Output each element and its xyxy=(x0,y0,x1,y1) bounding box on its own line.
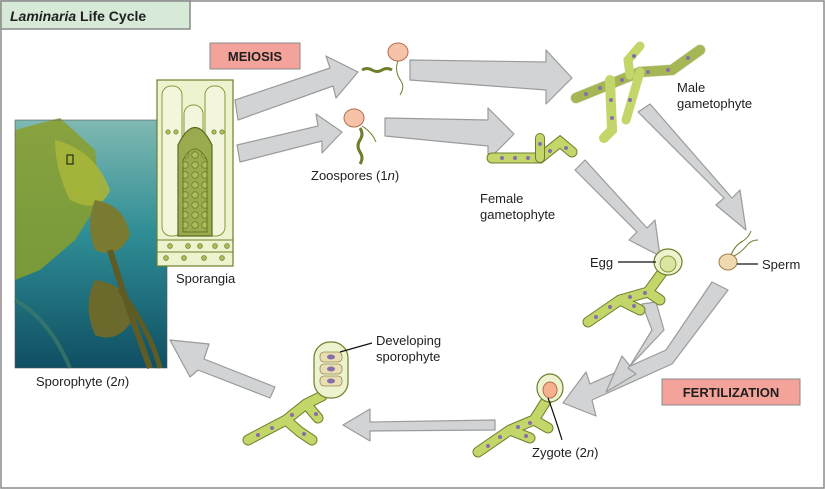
zoospore-bottom-head xyxy=(343,108,365,128)
developing-sporophyte-illustration xyxy=(242,341,373,446)
zoospore-top-head xyxy=(387,42,409,62)
sporangia-illustration xyxy=(156,79,234,267)
egg-label: Egg xyxy=(590,255,613,270)
arrow-zoospore-to-male xyxy=(409,49,573,105)
zoospore-bottom-flagellum xyxy=(361,125,377,143)
developing-label-line-1: Developing xyxy=(376,333,441,348)
male-gametophyte-label: Male gametophyte xyxy=(677,80,752,111)
male-branch-up xyxy=(623,41,645,80)
title-rest: Life Cycle xyxy=(76,8,146,24)
arrow-female-to-egg xyxy=(574,159,661,257)
developing-stalk xyxy=(243,391,327,445)
zoospores-label: Zoospores (1n) xyxy=(311,168,399,183)
male-label-line-1: Male xyxy=(677,80,705,95)
zygote-cell xyxy=(542,381,558,399)
sporangium-spores xyxy=(182,148,208,233)
zoospore-top-flagellum xyxy=(396,60,404,96)
meiosis-label-text: MEIOSIS xyxy=(228,49,283,64)
sperm-head xyxy=(718,253,738,271)
fertilization-label-box xyxy=(661,378,801,406)
kelp-blade-center xyxy=(55,140,110,206)
female-gametophyte-label: Female gametophyte xyxy=(480,191,555,222)
title-text: Laminaria Life Cycle xyxy=(10,8,146,24)
female-gametophyte xyxy=(486,133,578,164)
developing-sporophyte-label: Developing sporophyte xyxy=(376,333,445,364)
sperm-flagellum-2 xyxy=(733,239,759,257)
sporophyte-label: Sporophyte (2n) xyxy=(36,374,129,389)
fertilization-label: FERTILIZATION xyxy=(661,378,801,406)
fertilization-label-text: FERTILIZATION xyxy=(683,385,780,400)
zoospore-bottom-body xyxy=(356,127,364,165)
male-branch-down xyxy=(599,75,618,143)
sperm-illustration xyxy=(718,230,759,271)
egg-stalk-nuclei xyxy=(594,291,647,319)
arrow-sporangia-to-zoospore-top xyxy=(234,55,359,121)
arrow-zoospore-to-female xyxy=(384,107,515,161)
arrow-male-to-sperm xyxy=(637,103,747,231)
kelp-frond-bottom xyxy=(14,298,72,369)
kelp-stipe-2 xyxy=(117,288,163,369)
egg-cell xyxy=(659,255,677,273)
title-box: Laminaria Life Cycle xyxy=(0,0,191,30)
sperm-label: Sperm xyxy=(762,257,800,272)
photo-highlight-box xyxy=(66,154,74,165)
meiosis-label-box xyxy=(209,42,301,70)
female-label-line-1: Female xyxy=(480,191,523,206)
sporangia-base-cells xyxy=(163,129,230,261)
zoospore-top xyxy=(361,42,409,96)
kelp-bulb-upper xyxy=(90,200,130,253)
title-italic: Laminaria xyxy=(10,8,76,24)
female-label-line-2: gametophyte xyxy=(480,207,555,222)
zygote-illustration xyxy=(472,373,564,458)
sporangia-label: Sporangia xyxy=(176,271,236,286)
developing-leader-line xyxy=(339,342,373,353)
developing-label-line-2: sporophyte xyxy=(376,349,440,364)
zoospore-bottom xyxy=(343,108,377,165)
developing-stalk-nuclei xyxy=(256,412,318,437)
zygote-stalk-nuclei xyxy=(486,421,532,448)
male-gametophyte xyxy=(570,41,706,143)
male-label-line-2: gametophyte xyxy=(677,96,752,111)
sperm-flagellum-1 xyxy=(730,230,752,256)
developing-cell-nuclei xyxy=(327,354,335,384)
egg-stalk xyxy=(583,265,669,327)
arrow-developing-to-sporophyte xyxy=(169,339,276,399)
meiosis-label: MEIOSIS xyxy=(209,42,301,70)
arrow-zygote-to-developing xyxy=(342,408,496,442)
title-box-background xyxy=(0,0,191,30)
female-nuclei xyxy=(500,142,568,160)
sporophyte-photo xyxy=(14,118,168,370)
arrow-egg-to-zygote xyxy=(605,301,665,393)
egg-illustration xyxy=(582,248,683,328)
zygote-leader-line xyxy=(547,397,563,441)
zygote-label: Zygote (2n) xyxy=(532,445,599,460)
male-branch-mid xyxy=(621,67,645,125)
arrow-sporangia-to-zoospore-bottom xyxy=(236,113,343,163)
male-nuclei xyxy=(584,54,690,120)
zoospore-top-flagellum-body xyxy=(361,67,393,73)
